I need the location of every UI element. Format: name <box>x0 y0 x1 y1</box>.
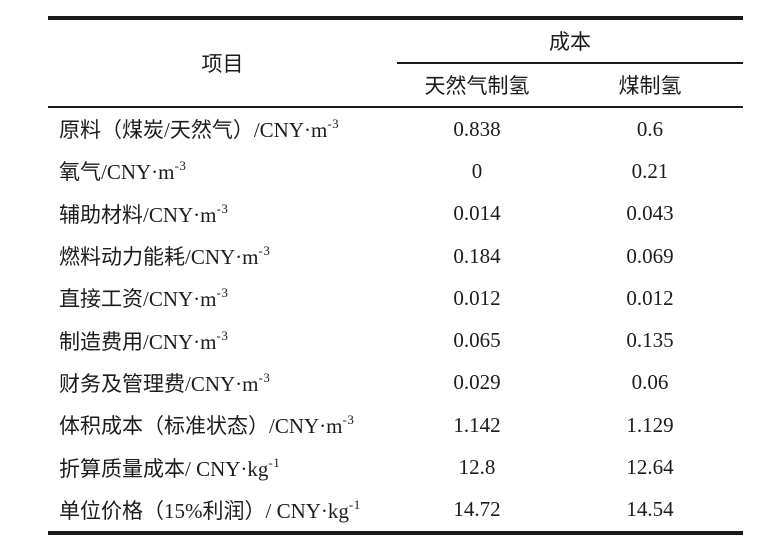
value-natural-gas: 0.065 <box>453 328 501 353</box>
row-label: 折算质量成本/ CNY·kg <box>59 456 269 481</box>
value-coal: 0.069 <box>626 243 674 268</box>
value-natural-gas: 0.029 <box>453 370 501 395</box>
row-label-unit-exponent: -3 <box>258 243 271 259</box>
row-label: 直接工资/CNY·m <box>59 287 217 312</box>
row-label-cell: 制造费用/CNY·m-3 <box>48 319 397 361</box>
row-label-unit-exponent: -3 <box>216 200 229 216</box>
value-natural-gas: 0.012 <box>453 285 501 310</box>
table-row: 燃料动力能耗/CNY·m-3 0.184 0.069 <box>48 235 743 277</box>
row-label-cell: 辅助材料/CNY·m-3 <box>48 193 397 235</box>
table-row: 氧气/CNY·m-3 0 0.21 <box>48 150 743 192</box>
value-coal: 0.043 <box>626 201 674 226</box>
value-natural-gas: 0.014 <box>453 201 501 226</box>
value-coal: 12.64 <box>626 455 674 480</box>
header-cost-group: 成本 <box>397 18 743 64</box>
row-label: 辅助材料/CNY·m <box>59 202 217 227</box>
value-natural-gas: 0.838 <box>453 116 501 141</box>
table-body: 原料（煤炭/天然气）/CNY·m-3 0.838 0.6 氧气/CNY·m-3 … <box>48 107 743 533</box>
table-row: 原料（煤炭/天然气）/CNY·m-3 0.838 0.6 <box>48 107 743 150</box>
row-label-unit-exponent: -3 <box>258 369 271 385</box>
table-row: 体积成本（标准状态）/CNY·m-3 1.142 1.129 <box>48 404 743 446</box>
row-label-unit-exponent: -3 <box>216 285 229 301</box>
header-item: 项目 <box>48 18 397 108</box>
row-label-unit-exponent: -1 <box>268 454 281 470</box>
row-label-unit-exponent: -3 <box>216 327 229 343</box>
value-natural-gas: 12.8 <box>458 455 496 480</box>
table-row: 辅助材料/CNY·m-3 0.014 0.043 <box>48 193 743 235</box>
table-row: 单位价格（15%利润）/ CNY·kg-1 14.72 14.54 <box>48 489 743 533</box>
value-coal: 0.135 <box>626 328 674 353</box>
row-label: 财务及管理费/CNY·m <box>59 371 259 396</box>
value-coal: 0.21 <box>631 158 669 183</box>
table-row: 折算质量成本/ CNY·kg-1 12.8 12.64 <box>48 446 743 488</box>
table-header: 项目 成本 天然气制氢 煤制氢 <box>48 18 743 108</box>
value-coal: 0.06 <box>631 370 669 395</box>
value-coal: 0.012 <box>626 285 674 310</box>
row-label-cell: 单位价格（15%利润）/ CNY·kg-1 <box>48 489 397 533</box>
header-subcolumns-row: 天然气制氢 煤制氢 <box>48 63 743 108</box>
row-label: 制造费用/CNY·m <box>59 329 217 354</box>
row-label-cell: 氧气/CNY·m-3 <box>48 150 397 192</box>
header-group-row: 项目 成本 <box>48 18 743 108</box>
row-label-cell: 燃料动力能耗/CNY·m-3 <box>48 235 397 277</box>
value-coal: 0.6 <box>636 116 664 141</box>
value-natural-gas: 1.142 <box>453 412 501 437</box>
row-label-unit-exponent: -3 <box>327 116 340 132</box>
table-row: 财务及管理费/CNY·m-3 0.029 0.06 <box>48 362 743 404</box>
value-coal: 14.54 <box>626 497 674 522</box>
row-label: 单位价格（15%利润）/ CNY·kg <box>59 498 349 523</box>
value-coal: 1.129 <box>626 412 674 437</box>
row-label-unit-exponent: -1 <box>348 496 361 512</box>
hydrogen-cost-table: 项目 成本 天然气制氢 煤制氢 原料（煤炭/天然气）/CNY·m-3 0.838… <box>48 16 743 535</box>
header-col-coal: 煤制氢 <box>557 63 743 108</box>
row-label-cell: 财务及管理费/CNY·m-3 <box>48 362 397 404</box>
row-label-cell: 直接工资/CNY·m-3 <box>48 277 397 319</box>
table-row: 直接工资/CNY·m-3 0.012 0.012 <box>48 277 743 319</box>
row-label-cell: 原料（煤炭/天然气）/CNY·m-3 <box>48 107 397 150</box>
row-label: 燃料动力能耗/CNY·m <box>59 245 259 270</box>
row-label-unit-exponent: -3 <box>174 158 187 174</box>
row-label-cell: 折算质量成本/ CNY·kg-1 <box>48 446 397 488</box>
row-label: 体积成本（标准状态）/CNY·m <box>59 414 343 439</box>
row-label-cell: 体积成本（标准状态）/CNY·m-3 <box>48 404 397 446</box>
value-natural-gas: 0 <box>471 158 483 183</box>
value-natural-gas: 0.184 <box>453 243 501 268</box>
table-row: 制造费用/CNY·m-3 0.065 0.135 <box>48 319 743 361</box>
row-label: 原料（煤炭/天然气）/CNY·m <box>59 118 328 143</box>
value-natural-gas: 14.72 <box>453 497 501 522</box>
header-col-natural-gas: 天然气制氢 <box>397 63 557 108</box>
row-label: 氧气/CNY·m <box>59 160 175 185</box>
row-label-unit-exponent: -3 <box>342 412 355 428</box>
